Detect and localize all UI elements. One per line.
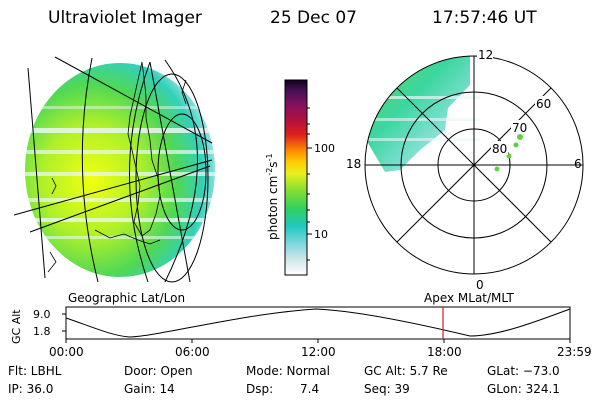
- altitude-curve: [65, 308, 571, 338]
- polar-plot: 12 18 6 0 60 70 80: [346, 47, 584, 292]
- lat-label-70: 70: [512, 121, 527, 135]
- colorbar: 100 10 photon cm-2s-1: [265, 79, 335, 276]
- instrument-title: Ultraviolet Imager: [48, 8, 202, 28]
- status-ip: IP: 36.0: [8, 382, 54, 396]
- mlt-label-12: 12: [478, 48, 493, 62]
- altitude-ylabel: GC Alt: [10, 309, 23, 344]
- time-label: 17:57:46 UT: [432, 8, 537, 28]
- mlt-label-0: 0: [476, 278, 484, 292]
- status-flt: Flt: LBHL: [8, 364, 62, 378]
- aurora-spot: [517, 134, 523, 140]
- status-door: Door: Open: [124, 364, 193, 378]
- colorbar-gradient: [284, 79, 308, 276]
- coastlines: [47, 61, 187, 273]
- aurora-spot: [513, 142, 519, 148]
- xtick-1200: 12:00: [301, 345, 336, 359]
- altitude-plot-frame: [65, 306, 571, 340]
- lat-lon-grid: [13, 56, 213, 283]
- geographic-image: [13, 56, 215, 283]
- xtick-0000: 00:00: [49, 345, 84, 359]
- lat-label-80: 80: [492, 142, 507, 156]
- xtick-0600: 06:00: [175, 345, 210, 359]
- xtick-1800: 18:00: [427, 345, 462, 359]
- status-gain: Gain: 14: [124, 382, 175, 396]
- ytick-1-8: 1.8: [33, 325, 51, 338]
- status-dsp-value: 7.4: [300, 382, 320, 396]
- left-panel-title: Geographic Lat/Lon: [68, 291, 185, 305]
- ytick-9: 9.0: [33, 308, 51, 321]
- status-gc-alt: GC Alt: 5.7 Re: [364, 364, 448, 378]
- status-seq: Seq: 39: [364, 382, 410, 396]
- altitude-plot: 9.0 1.8 GC Alt 00:00 06:00 12:00 18:00 2…: [10, 306, 592, 359]
- lat-label-60: 60: [536, 97, 551, 111]
- status-mode: Mode: Normal: [246, 364, 330, 378]
- polar-aurora: [365, 56, 480, 172]
- scan-stripes: [25, 106, 215, 239]
- mlt-label-18: 18: [346, 157, 361, 171]
- status-glat: GLat: −73.0: [487, 364, 560, 378]
- colorbar-tick-100: 100: [314, 142, 335, 155]
- status-glon: GLon: 324.1: [487, 382, 560, 396]
- mlt-label-6: 6: [574, 157, 582, 171]
- colorbar-tick-10: 10: [314, 228, 328, 241]
- xtick-2359: 23:59: [557, 345, 592, 359]
- date-label: 25 Dec 07: [270, 8, 357, 28]
- aurora-spot: [494, 166, 500, 172]
- right-panel-title: Apex MLat/MLT: [424, 291, 514, 305]
- status-dsp-label: Dsp:: [246, 382, 274, 396]
- colorbar-units: photon cm-2s-1: [265, 153, 280, 240]
